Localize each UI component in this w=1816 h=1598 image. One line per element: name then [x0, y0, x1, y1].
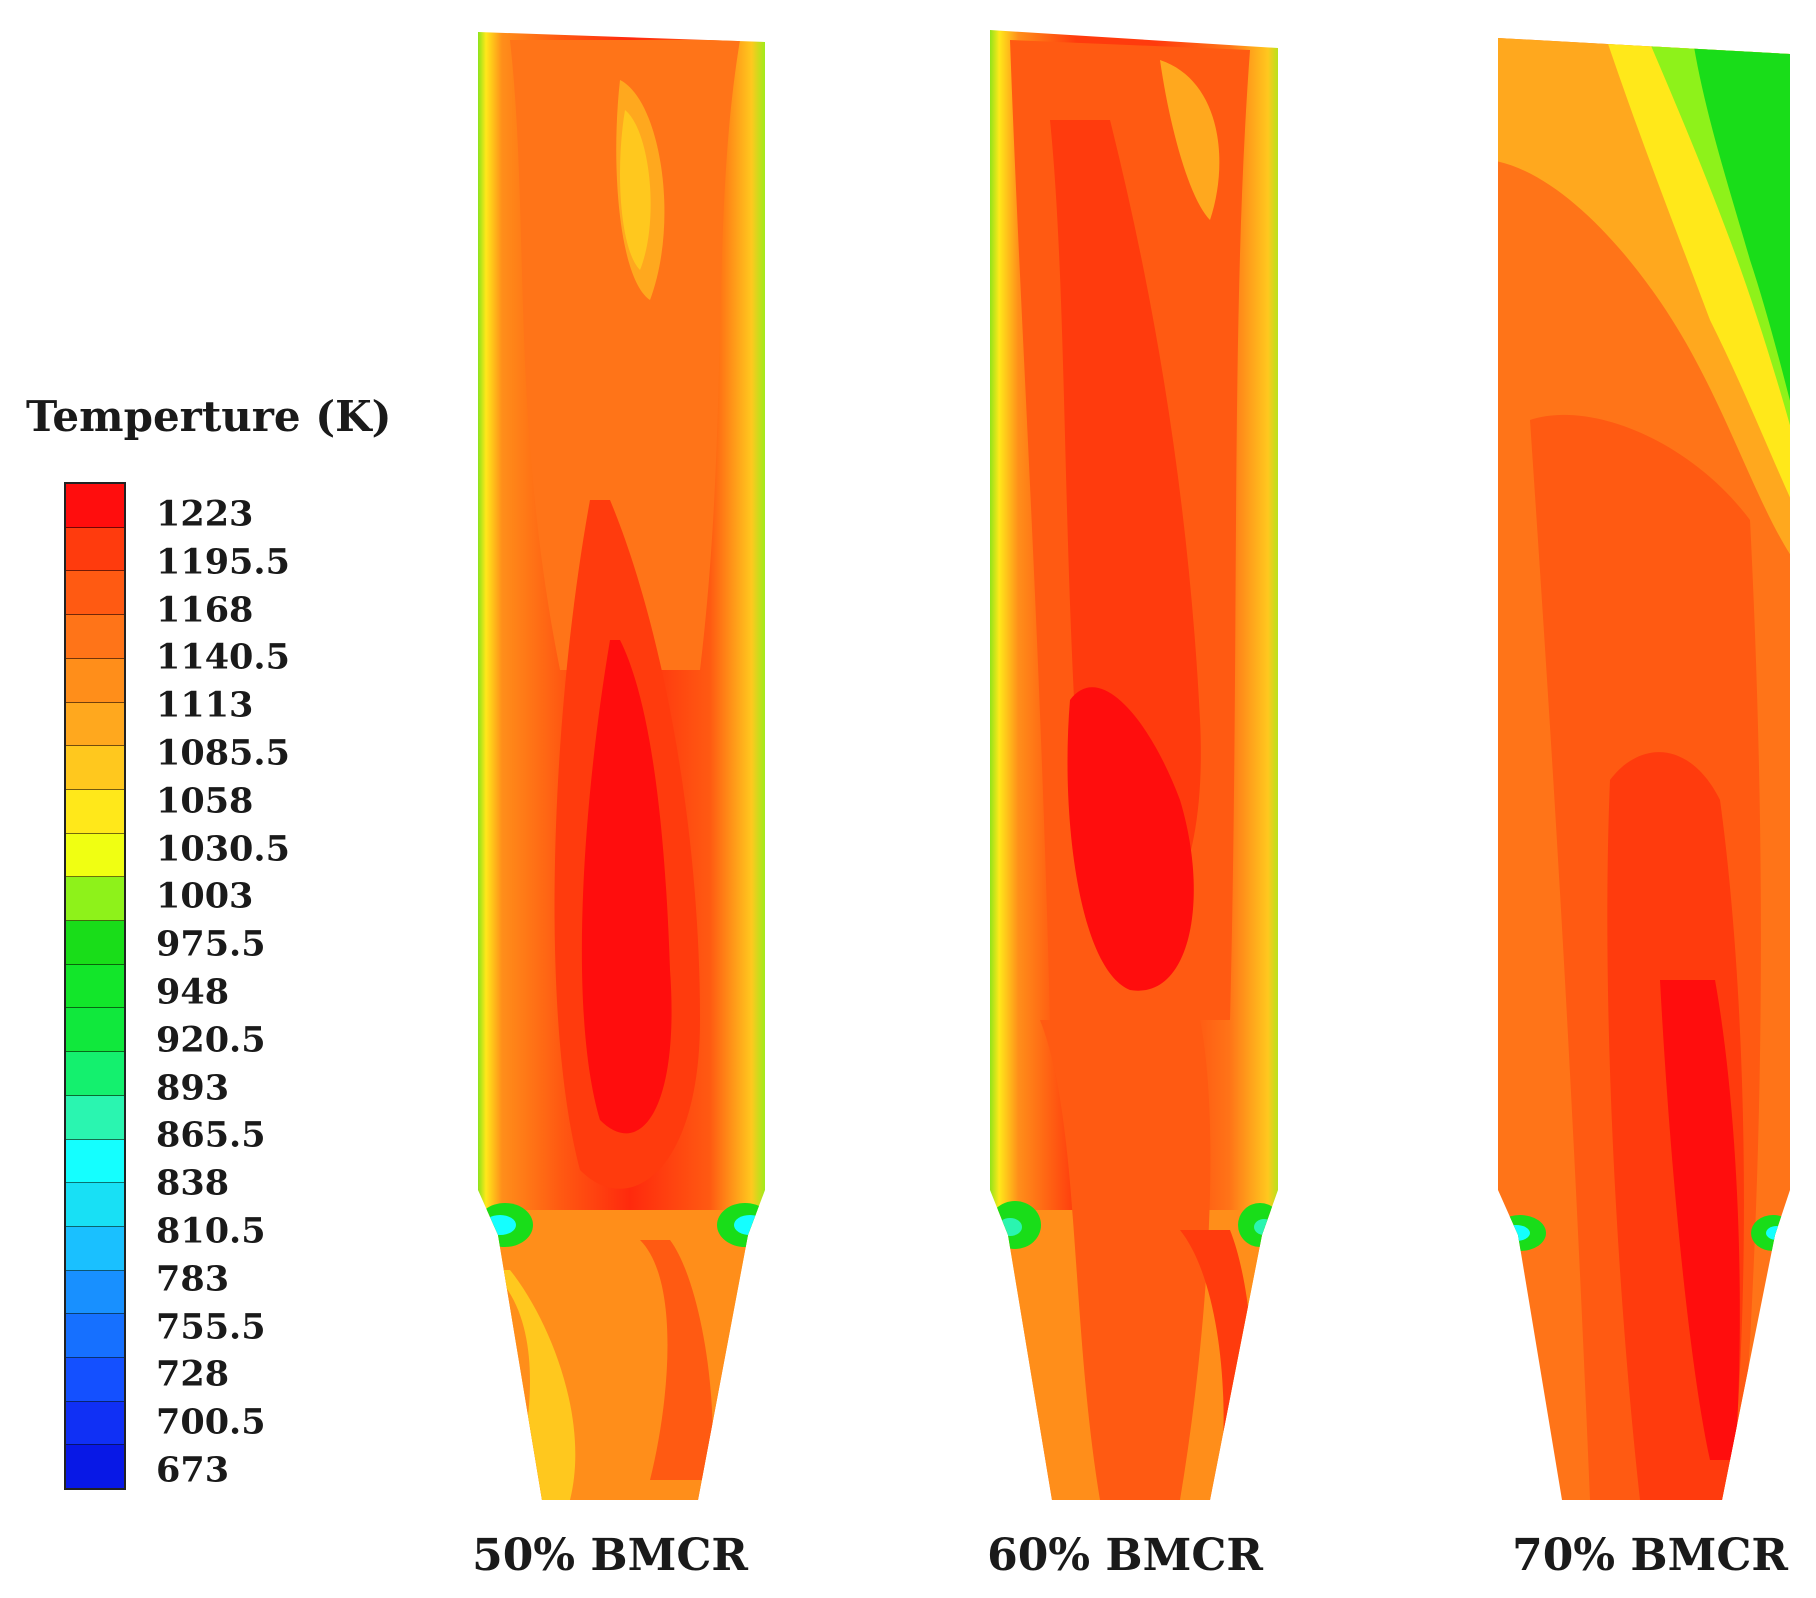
panel-caption-70: 70% BMCR: [1512, 1530, 1788, 1581]
color-bar-tick-label: 783: [156, 1258, 230, 1300]
color-bar-swatch: [66, 1008, 124, 1053]
color-bar-tick-label: 838: [156, 1162, 230, 1204]
color-bar-swatch: [66, 1445, 124, 1489]
contour-panel-70: [1490, 20, 1810, 1520]
color-bar-swatch: [66, 1052, 124, 1096]
color-bar-swatch: [66, 1401, 124, 1446]
legend-title: Temperture (K): [26, 392, 392, 441]
color-bar-swatch: [66, 1358, 124, 1402]
panel-caption-50: 50% BMCR: [472, 1530, 748, 1581]
color-bar-swatch: [66, 615, 124, 659]
color-bar-swatch: [66, 1095, 124, 1140]
color-bar-swatch: [66, 833, 124, 878]
color-bar-tick-label: 865.5: [156, 1114, 266, 1156]
contour-panel-60: [980, 20, 1300, 1520]
color-bar-swatch: [66, 1183, 124, 1227]
color-bar-swatch: [66, 527, 124, 572]
color-bar-tick-label: 810.5: [156, 1210, 266, 1252]
color-bar-tick-label: 1003: [156, 875, 254, 917]
color-bar-tick-label: 1030.5: [156, 828, 290, 870]
color-bar-swatch: [66, 1270, 124, 1315]
color-bar-tick-label: 1113: [156, 684, 254, 726]
color-bar-tick-label: 975.5: [156, 923, 266, 965]
color-bar-tick-label: 1195.5: [156, 541, 290, 583]
panel-caption-60: 60% BMCR: [987, 1530, 1263, 1581]
color-bar-tick-label: 920.5: [156, 1019, 266, 1061]
color-bar-swatch: [66, 964, 124, 1009]
color-bar-tick-label: 1140.5: [156, 636, 290, 678]
color-bar-swatch: [66, 1226, 124, 1271]
color-bar-tick-label: 1223: [156, 493, 254, 535]
color-bar-swatch: [66, 571, 124, 616]
color-bar-swatch: [66, 789, 124, 834]
color-bar-tick-label: 755.5: [156, 1306, 266, 1348]
color-bar-swatch: [66, 746, 124, 790]
color-bar-tick-label: 1168: [156, 589, 254, 631]
color-bar-swatch: [66, 1139, 124, 1184]
color-bar-tick-label: 700.5: [156, 1401, 266, 1443]
color-bar-swatch: [66, 921, 124, 965]
contour-panel-50: [470, 20, 790, 1520]
color-bar-swatch: [66, 658, 124, 703]
color-bar-swatch: [66, 877, 124, 922]
color-bar-tick-label: 673: [156, 1449, 230, 1491]
color-bar-tick-label: 893: [156, 1067, 230, 1109]
color-bar-tick-label: 1058: [156, 780, 254, 822]
color-bar-tick-label: 1085.5: [156, 732, 290, 774]
color-bar-swatch: [66, 484, 124, 528]
color-bar-tick-label: 948: [156, 971, 230, 1013]
color-bar-swatch: [66, 1314, 124, 1359]
color-bar-tick-label: 728: [156, 1353, 230, 1395]
color-bar: [64, 482, 126, 1490]
color-bar-swatch: [66, 702, 124, 747]
